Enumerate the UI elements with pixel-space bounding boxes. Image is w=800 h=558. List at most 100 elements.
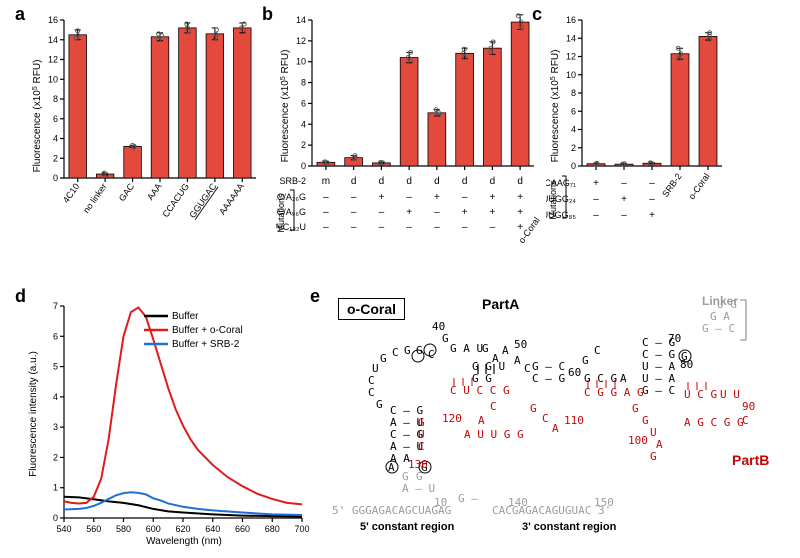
svg-text:+: + <box>434 192 440 203</box>
label-5const: 5' constant region <box>360 521 455 533</box>
svg-text:150: 150 <box>594 496 614 509</box>
svg-text:–: – <box>406 222 412 233</box>
svg-text:+: + <box>517 192 523 203</box>
svg-text:G: G <box>442 332 449 345</box>
svg-text:8: 8 <box>571 88 576 98</box>
svg-text:A G C G G: A G C G G <box>684 416 744 429</box>
svg-text:–: – <box>351 207 357 218</box>
svg-text:0: 0 <box>571 161 576 171</box>
svg-text:G: G <box>404 344 411 357</box>
svg-text:–: – <box>323 222 329 233</box>
svg-text:₆₇GGUUC₇₁/₆₇CCAAG₇₁: ₆₇GGUUC₇₁/₆₇CCAAG₇₁ <box>546 178 576 188</box>
svg-text:G C G: G C G <box>584 372 617 385</box>
svg-text:12: 12 <box>566 52 576 62</box>
svg-text:3: 3 <box>53 422 58 432</box>
svg-text:C: C <box>742 414 749 427</box>
svg-text:–: – <box>593 210 599 221</box>
svg-text:6: 6 <box>53 114 58 124</box>
svg-text:G: G <box>530 402 537 415</box>
svg-text:+: + <box>621 194 627 205</box>
svg-text:U₈₅C/A₉₆G: U₈₅C/A₉₆G <box>276 207 306 217</box>
svg-text:680: 680 <box>265 524 280 534</box>
svg-text:CCACUG: CCACUG <box>160 181 191 219</box>
svg-text:G A U: G A U <box>450 342 483 355</box>
svg-text:90: 90 <box>742 400 755 413</box>
svg-text:120: 120 <box>442 412 462 425</box>
svg-text:+: + <box>649 210 655 221</box>
svg-text:U C G: U C G <box>684 388 717 401</box>
svg-text:Buffer + o-Coral: Buffer + o-Coral <box>172 325 243 336</box>
svg-text:–: – <box>434 222 440 233</box>
svg-text:14: 14 <box>566 33 576 43</box>
svg-text:–: – <box>490 222 496 233</box>
svg-text:G: G <box>650 450 657 463</box>
svg-text:60: 60 <box>568 366 581 379</box>
svg-text:–: – <box>462 222 468 233</box>
svg-text:2: 2 <box>53 452 58 462</box>
svg-text:–: – <box>406 192 412 203</box>
svg-text:+: + <box>462 207 468 218</box>
svg-text:14: 14 <box>296 15 306 25</box>
svg-text:G — C: G — C <box>642 384 675 397</box>
svg-text:–: – <box>323 207 329 218</box>
panel-d-xtitle: Wavelength (nm) <box>146 536 222 547</box>
svg-text:GAC: GAC <box>117 181 137 203</box>
svg-text:40: 40 <box>432 320 445 333</box>
svg-text:A: A <box>478 414 485 427</box>
svg-text:–: – <box>323 192 329 203</box>
svg-text:–: – <box>379 222 385 233</box>
svg-text:2: 2 <box>571 143 576 153</box>
svg-text:0: 0 <box>301 161 306 171</box>
panel-a-ytitle: Fluorescence (x105 RFU) <box>32 60 43 173</box>
svg-text:5: 5 <box>53 362 58 372</box>
panel-a-chart: 02468101214164C10no linkerGACAAACCACUGGG… <box>28 6 266 276</box>
svg-text:d: d <box>351 176 357 187</box>
svg-text:660: 660 <box>235 524 250 534</box>
svg-text:–: – <box>649 178 655 189</box>
svg-text:2: 2 <box>301 140 306 150</box>
label-3const: 3' constant region <box>522 521 617 533</box>
svg-text:₂₀GAACC₂₄/₂₀CUUGG₂₄: ₂₀GAACC₂₄/₂₀CUUGG₂₄ <box>546 194 576 204</box>
svg-text:620: 620 <box>175 524 190 534</box>
panel-e-partB-label: PartB <box>732 452 769 468</box>
panel-b-chart: 02468101214 Fluorescence (x105 RFU) SRB-… <box>276 6 544 276</box>
svg-text:540: 540 <box>56 524 71 534</box>
svg-text:GGUGAC: GGUGAC <box>187 181 218 220</box>
svg-text:C: C <box>418 440 425 453</box>
panel-e-title: o-Coral <box>338 298 405 320</box>
svg-text:A: A <box>388 461 395 474</box>
panel-d-legend: BufferBuffer + o-CoralBuffer + SRB-2 <box>144 311 243 350</box>
panel-label-a: a <box>15 4 25 25</box>
svg-text:–: – <box>351 192 357 203</box>
svg-text:G: G <box>482 342 489 355</box>
svg-text:110: 110 <box>564 414 584 427</box>
svg-text:+: + <box>489 192 495 203</box>
svg-text:560: 560 <box>86 524 101 534</box>
svg-text:+: + <box>489 207 495 218</box>
svg-text:8: 8 <box>301 78 306 88</box>
panel-b-ytitle: Fluorescence (x105 RFU) <box>280 50 291 163</box>
svg-text:G₁₉A/C₁₃₂U: G₁₉A/C₁₃₂U <box>276 222 306 232</box>
svg-text:12: 12 <box>48 55 58 65</box>
svg-text:A: A <box>552 422 559 435</box>
svg-text:C G G A G: C G G A G <box>584 386 644 399</box>
svg-text:10: 10 <box>434 496 447 509</box>
svg-text:80: 80 <box>680 358 693 371</box>
svg-text:50: 50 <box>514 338 527 351</box>
svg-text:G: G <box>632 402 639 415</box>
svg-text:C – G: C – G <box>532 372 565 385</box>
svg-text:–: – <box>379 207 385 218</box>
svg-text:8: 8 <box>53 94 58 104</box>
svg-text:0: 0 <box>53 173 58 183</box>
svg-text:+: + <box>593 178 599 189</box>
svg-text:d: d <box>462 176 468 187</box>
svg-text:+: + <box>406 207 412 218</box>
svg-text:o-Coral: o-Coral <box>687 171 712 201</box>
svg-text:0: 0 <box>53 513 58 523</box>
svg-text:₇₉GGGCC₈₅/₇₉CUUGG₈₅: ₇₉GGGCC₈₅/₇₉CUUGG₈₅ <box>546 210 576 220</box>
svg-text:2: 2 <box>53 153 58 163</box>
svg-text:C: C <box>594 344 601 357</box>
svg-text:4C10: 4C10 <box>61 181 82 204</box>
svg-text:70: 70 <box>668 332 681 345</box>
svg-text:4: 4 <box>53 134 58 144</box>
